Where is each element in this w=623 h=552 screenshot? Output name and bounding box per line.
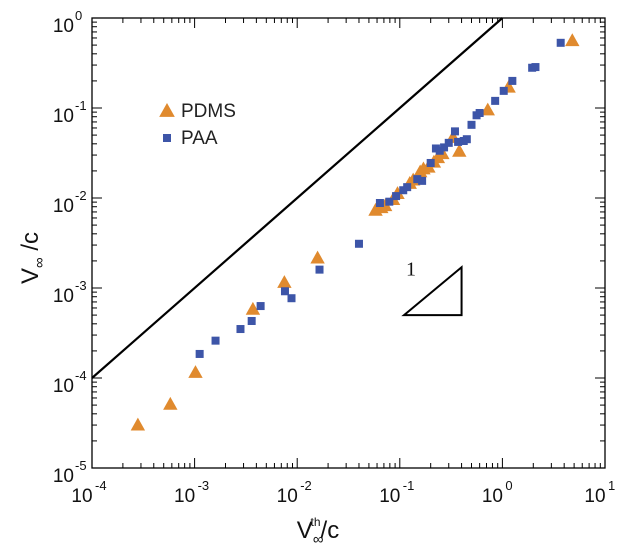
x-tick-base: 10 — [482, 486, 503, 507]
paa-point — [392, 192, 401, 201]
paa-point — [462, 135, 471, 144]
paa-point — [195, 349, 204, 358]
paa-point — [475, 108, 484, 117]
y-tick-exponent: -3 — [75, 278, 87, 293]
pdms-point — [163, 396, 178, 410]
paa-point — [211, 336, 220, 345]
y-tick-label: 10-2 — [53, 188, 87, 217]
paa-point — [454, 137, 463, 146]
pdms-point — [480, 102, 495, 116]
legend-marker-paa — [163, 134, 171, 142]
paa-point — [435, 146, 444, 155]
plot-frame — [91, 17, 606, 469]
y-tick-label: 10-1 — [53, 98, 87, 127]
x-tick-label: 10-2 — [277, 478, 312, 507]
legend-label: PAA — [181, 128, 218, 149]
paa-point — [375, 198, 384, 207]
pdms-point — [245, 301, 261, 315]
pdms-point — [452, 143, 467, 157]
pdms-point — [130, 417, 146, 431]
paa-point — [354, 239, 363, 248]
legend: PDMS PAA — [159, 101, 236, 149]
x-tick-base: 10 — [174, 486, 195, 507]
legend-label: PDMS — [181, 101, 236, 122]
legend-marker-pdms — [159, 102, 175, 117]
y-tick-exponent: -2 — [75, 188, 87, 203]
x-tick-base: 10 — [379, 486, 400, 507]
x-tick-exponent: -4 — [95, 478, 107, 493]
paa-point — [508, 76, 517, 85]
y-tick-exponent: 0 — [75, 8, 82, 23]
y-tick-base: 10 — [53, 376, 74, 397]
reference-line — [91, 17, 504, 379]
paa-point — [440, 143, 449, 152]
paa-point — [256, 302, 265, 311]
paa-point — [385, 197, 394, 206]
paa-point — [467, 120, 476, 129]
x-tick-label: 100 — [482, 478, 513, 507]
x-tick-exponent: -1 — [403, 478, 415, 493]
y-tick-base: 10 — [53, 286, 74, 307]
x-tick-base: 10 — [584, 486, 605, 507]
paa-point — [499, 86, 508, 95]
paa-point — [531, 63, 540, 72]
x-axis-title-text: V∞th/c — [297, 515, 339, 548]
x-tick-label: 10-4 — [71, 478, 106, 507]
y-tick-label: 10-3 — [53, 278, 87, 307]
paa-point — [556, 38, 565, 47]
y-tick-exponent: -1 — [75, 98, 87, 113]
x-tick-label: 10-3 — [174, 478, 209, 507]
paa-point — [418, 176, 427, 185]
y-tick-label: 10-4 — [53, 368, 87, 397]
paa-point — [280, 287, 289, 296]
y-tick-base: 10 — [53, 106, 74, 127]
pdms-point — [277, 275, 292, 288]
paa-point — [413, 175, 422, 184]
paa-point — [444, 138, 453, 147]
y-tick-label: 10-5 — [53, 458, 87, 487]
x-tick-exponent: 1 — [608, 478, 615, 493]
slope-label: 1 — [406, 258, 416, 280]
x-tick-label: 101 — [584, 478, 615, 507]
x-tick-exponent: 0 — [505, 478, 512, 493]
paa-point — [450, 127, 459, 136]
slope-triangle — [401, 265, 463, 317]
y-tick-base: 10 — [53, 16, 74, 37]
paa-point — [491, 96, 500, 105]
y-tick-base: 10 — [53, 466, 74, 487]
x-tick-base: 10 — [277, 486, 298, 507]
paa-point — [247, 316, 256, 325]
paa-point — [403, 183, 412, 192]
paa-point — [287, 294, 296, 303]
x-tick-exponent: -2 — [300, 478, 312, 493]
pdms-point — [310, 250, 325, 264]
pdms-point — [188, 365, 203, 378]
pdms-point — [565, 33, 580, 47]
y-tick-base: 10 — [53, 196, 74, 217]
y-axis-title: V∞ /c — [17, 232, 48, 284]
paa-point — [426, 158, 435, 167]
y-tick-exponent: -4 — [75, 368, 87, 383]
y-tick-exponent: -5 — [75, 458, 87, 473]
y-tick-label: 100 — [53, 8, 82, 37]
pdms-point — [377, 198, 393, 212]
x-tick-base: 10 — [71, 486, 92, 507]
x-tick-exponent: -3 — [198, 478, 210, 493]
paa-point — [236, 325, 245, 334]
y-axis-title-text: V∞ /c — [17, 232, 48, 284]
x-axis-title: V∞th/c — [297, 515, 339, 548]
x-tick-label: 10-1 — [379, 478, 414, 507]
paa-point — [315, 265, 324, 274]
